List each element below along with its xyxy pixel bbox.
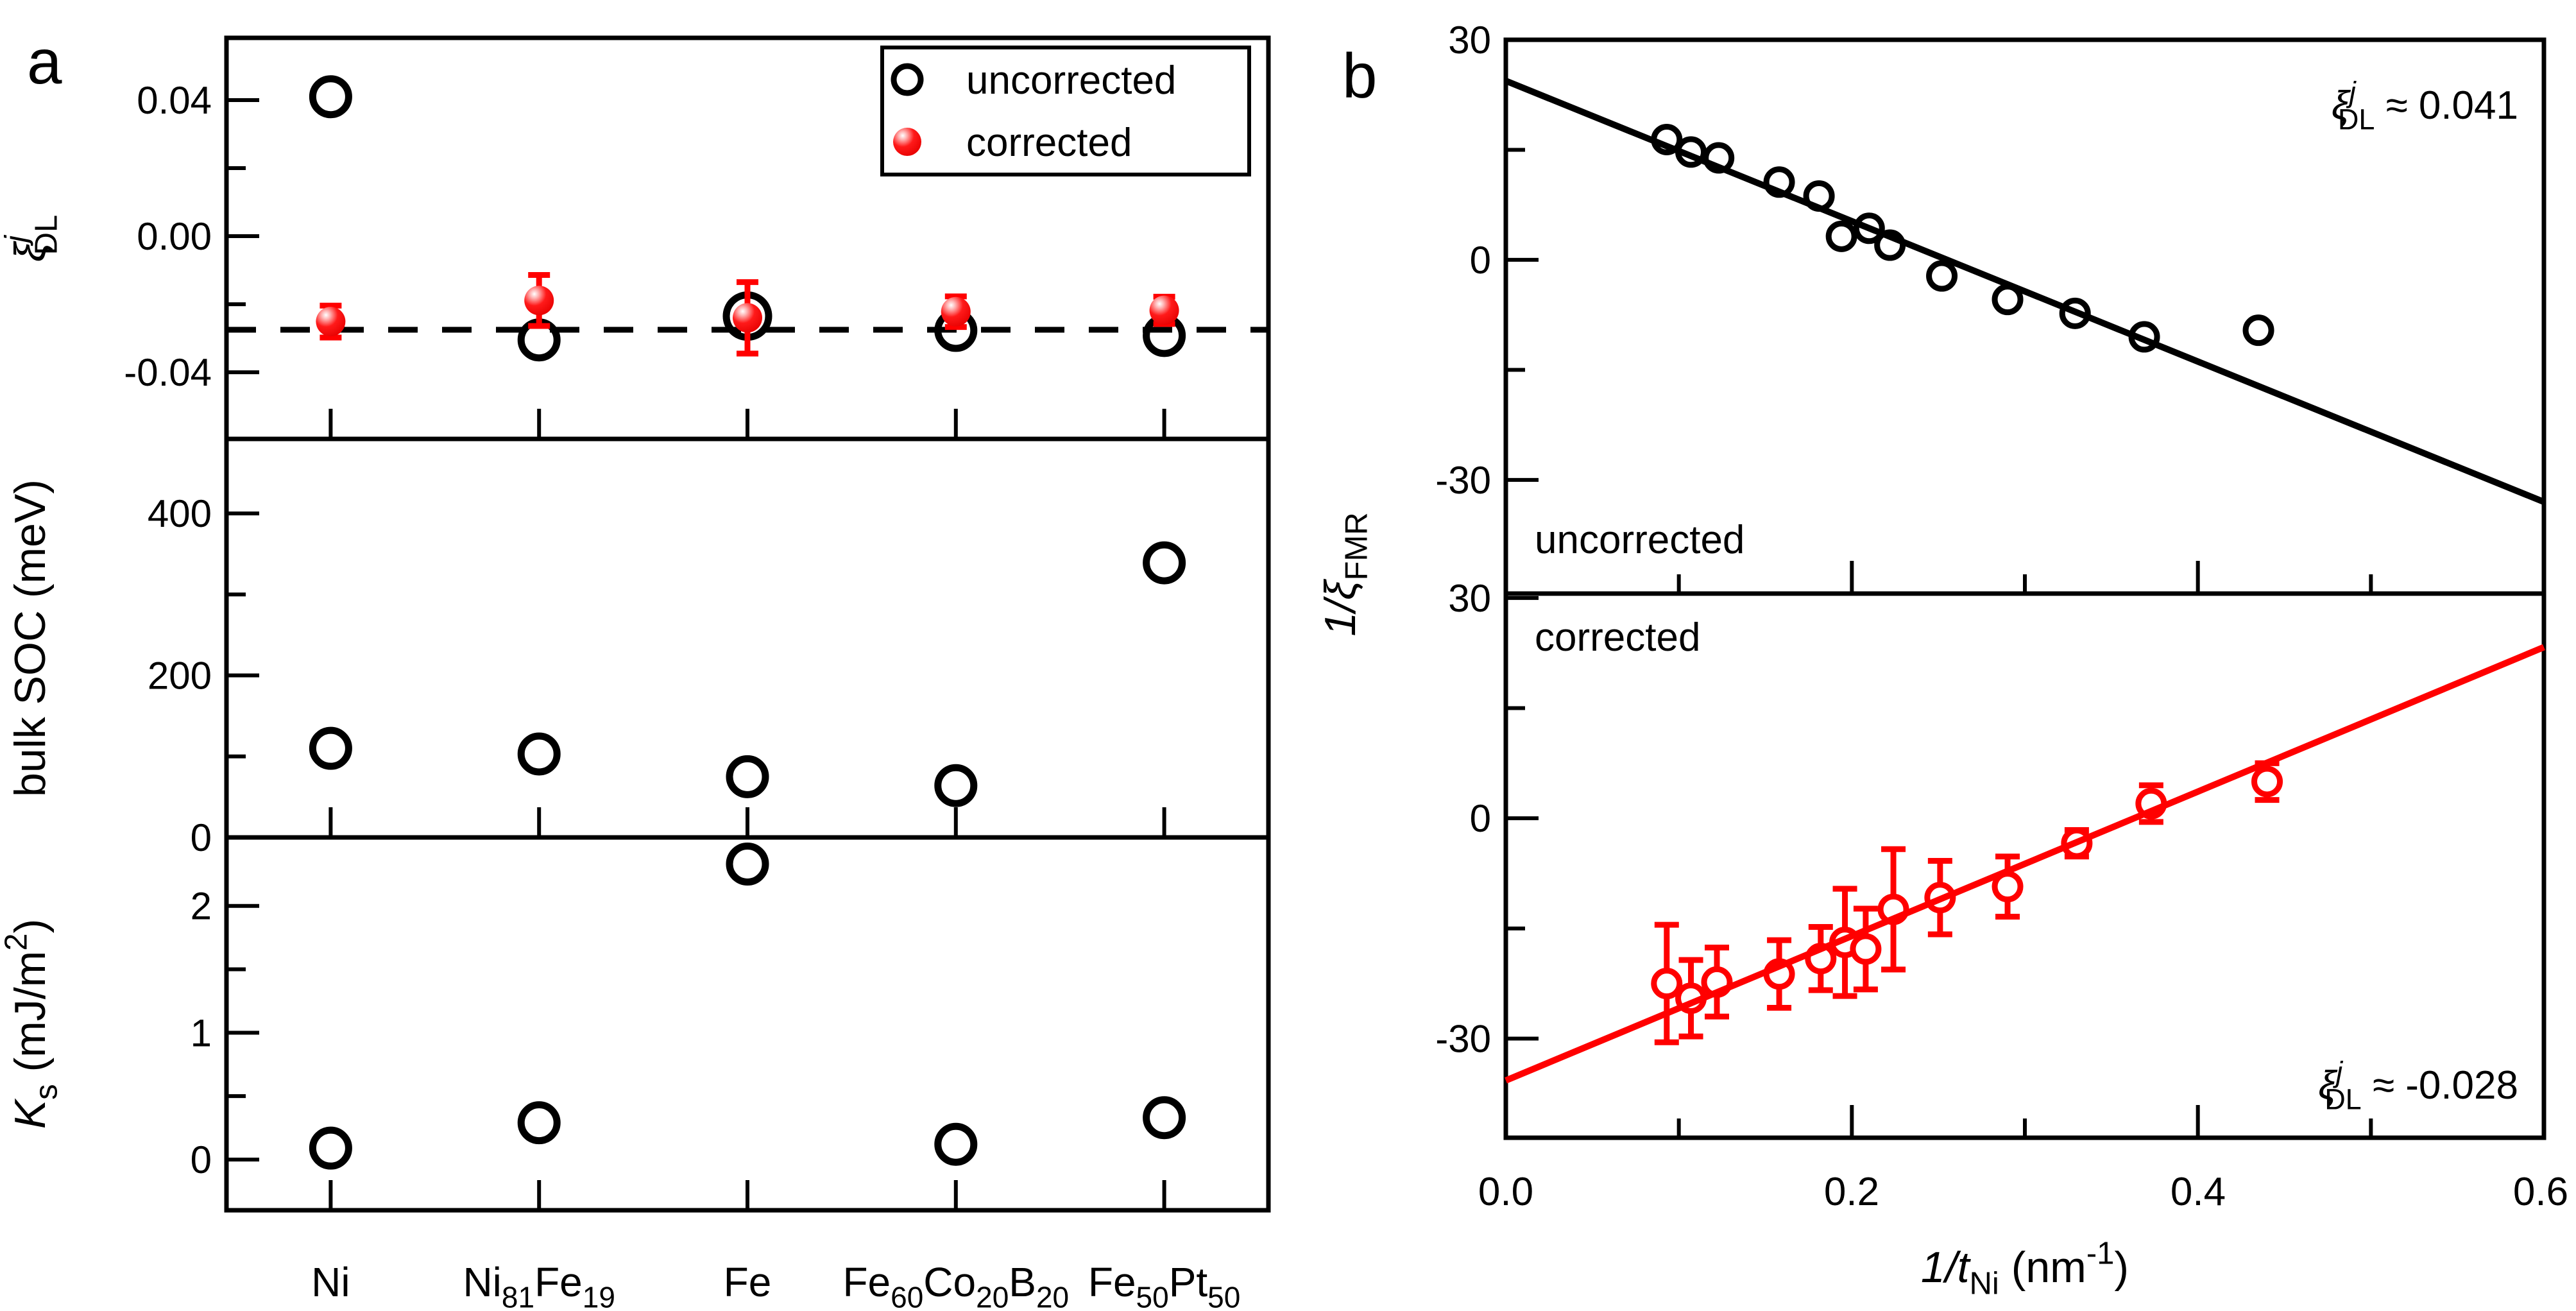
- b-uncorrected-annotation: ξj DL ≈ 0.041: [2332, 76, 2518, 136]
- a-xi-corrected-point: [941, 296, 971, 327]
- b-uncorrected-fit-line: [1505, 78, 2545, 505]
- red-ball-icon: [893, 128, 921, 156]
- y-tick-label: 400: [148, 492, 212, 535]
- legend-label-corrected: corrected: [966, 121, 1132, 165]
- a-category-label-Ni: Ni: [311, 1259, 350, 1305]
- b-xtick-1: 0.2: [1824, 1170, 1879, 1214]
- legend-box: [880, 46, 1251, 176]
- y-tick-label: 30: [1448, 577, 1491, 620]
- a-soc-point: [1143, 541, 1186, 585]
- a-soc-point: [309, 726, 352, 770]
- b-uncorrected-point: [2242, 314, 2274, 347]
- a-category-label-Ni81Fe19: Ni81Fe19: [463, 1259, 615, 1311]
- a-ks-point: [517, 1101, 561, 1145]
- y-tick-label: -30: [1435, 459, 1491, 502]
- a-xi-corrected-point: [733, 303, 762, 333]
- a-category-label-Fe60Co20B20: Fe60Co20B20: [842, 1259, 1069, 1311]
- y-tick-label: 2: [191, 885, 212, 928]
- b-uncorrected-point: [1825, 220, 1857, 252]
- a-category-label-Fe50Pt50: Fe50Pt50: [1088, 1259, 1241, 1311]
- b-xtick-0: 0.0: [1478, 1170, 1533, 1214]
- a-soc-ylabel: bulk SOC (meV): [6, 479, 55, 797]
- a-soc-point: [934, 764, 978, 807]
- y-tick-label: 0: [1470, 797, 1491, 840]
- y-tick-label: 30: [1448, 19, 1491, 62]
- y-tick-label: 0: [1470, 239, 1491, 282]
- y-tick-label: 200: [148, 655, 212, 698]
- panel-a-letter: a: [27, 26, 62, 97]
- a-xi-uncorrected-point: [309, 75, 352, 119]
- a-xi-corrected-point: [524, 286, 554, 316]
- b-corrected-point: [1651, 968, 1683, 1000]
- a-xi-corrected-point: [1149, 295, 1179, 325]
- b-ylabel: 1/ξFMR: [1316, 512, 1374, 636]
- y-tick-label: 0.00: [137, 215, 212, 258]
- b-bottom-subplot-label: corrected: [1535, 615, 1700, 660]
- a-category-label-Fe: Fe: [724, 1259, 772, 1305]
- b-xtick-3: 0.6: [2513, 1170, 2568, 1214]
- panel-b-subplot-frame-corrected: [1503, 591, 2546, 1140]
- y-tick-label: 0: [191, 1138, 212, 1181]
- panel-b-letter: b: [1342, 40, 1378, 111]
- a-xi-corrected-point: [316, 307, 346, 337]
- b-xlabel: 1/tNi (nm-1): [1921, 1236, 2129, 1301]
- y-tick-label: -0.04: [124, 351, 212, 394]
- a-ks-ylabel: Ks (mJ/m2): [0, 919, 64, 1129]
- b-uncorrected-point: [1926, 260, 1958, 292]
- y-tick-label: -30: [1435, 1018, 1491, 1061]
- b-corrected-point: [2251, 766, 2283, 798]
- legend-label-uncorrected: uncorrected: [966, 58, 1176, 103]
- b-top-subplot-label: uncorrected: [1535, 518, 1744, 562]
- a-ks-point: [726, 843, 769, 886]
- y-tick-label: 0.04: [137, 79, 212, 122]
- a-xi-ylabel: ξjDL: [0, 215, 64, 262]
- panel-a-subplot-frame-a_ks: [224, 835, 1271, 1213]
- a-soc-point: [517, 732, 561, 776]
- a-soc-point: [726, 755, 769, 798]
- legend: uncorrected corrected: [880, 46, 1251, 176]
- b-corrected-annotation: ξj DL ≈ -0.028: [2318, 1056, 2518, 1116]
- b-corrected-fit-line: [1505, 644, 2545, 1084]
- a-ks-point: [1143, 1096, 1186, 1140]
- open-circle-icon: [891, 63, 924, 96]
- y-tick-label: 1: [191, 1011, 212, 1054]
- b-xtick-2: 0.4: [2171, 1170, 2226, 1214]
- a-ks-point: [934, 1122, 978, 1166]
- a-ks-point: [309, 1126, 352, 1170]
- y-tick-label: 0: [191, 816, 212, 859]
- b-corrected-point: [1850, 933, 1882, 965]
